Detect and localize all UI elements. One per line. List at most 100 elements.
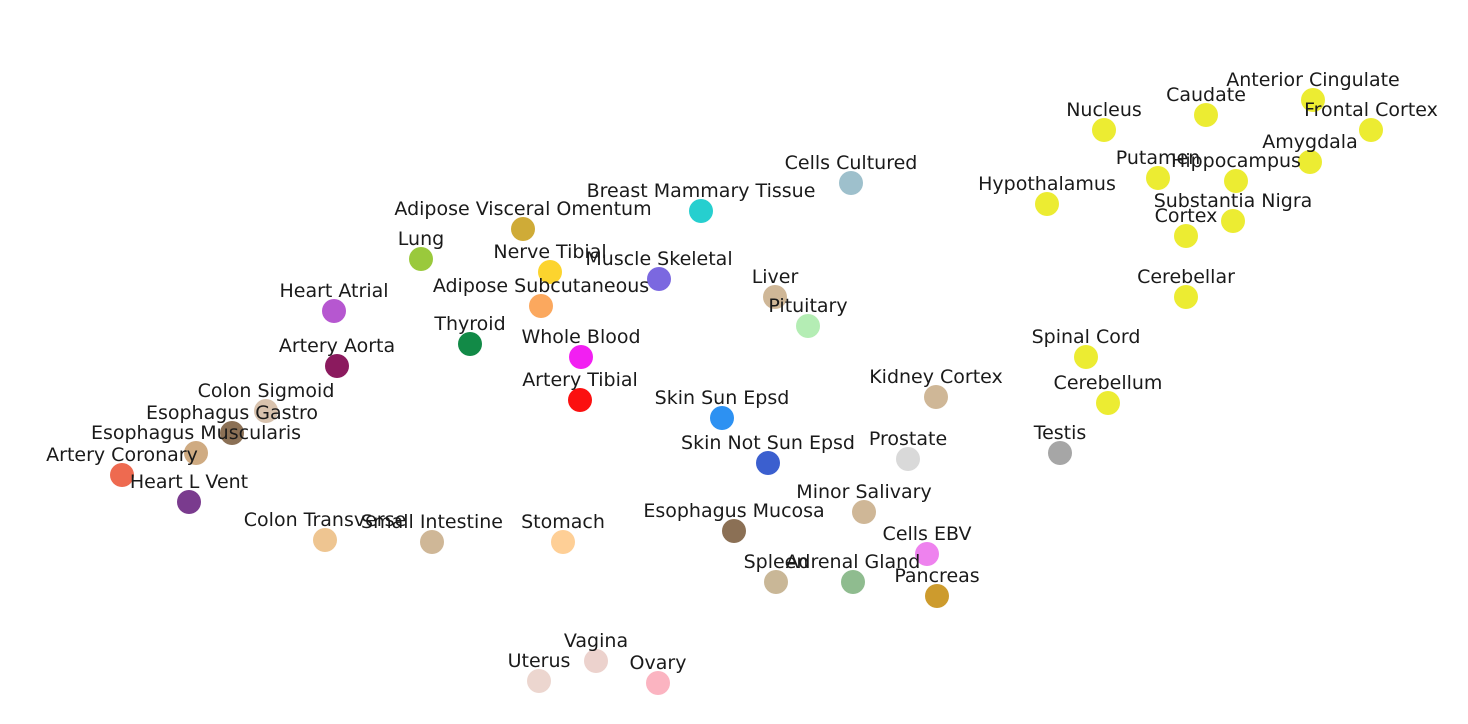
point-uterus — [527, 669, 551, 693]
point-heart-atrial — [322, 299, 346, 323]
point-pancreas — [925, 584, 949, 608]
label-testis: Testis — [1033, 422, 1087, 444]
label-hypothalamus: Hypothalamus — [978, 173, 1116, 195]
label-minor-salivary: Minor Salivary — [796, 481, 931, 503]
label-substantia-nigra: Substantia Nigra — [1154, 190, 1313, 212]
label-whole-blood: Whole Blood — [521, 326, 640, 348]
scatter-points — [110, 88, 1383, 695]
label-artery-aorta: Artery Aorta — [279, 335, 395, 357]
label-adipose-visceral-omentum: Adipose Visceral Omentum — [394, 198, 651, 220]
label-pancreas: Pancreas — [894, 565, 979, 587]
scatter-labels: Anterior Cingulate Frontal Cortex Caudate N… — [46, 69, 1438, 674]
point-cerebellum — [1096, 391, 1120, 415]
point-amygdala — [1298, 150, 1322, 174]
point-skin-sun-epsd — [710, 406, 734, 430]
label-ovary: Ovary — [630, 652, 687, 674]
point-small-intestine — [420, 530, 444, 554]
point-spinal-cord — [1074, 345, 1098, 369]
label-muscle-skeletal: Muscle Skeletal — [585, 248, 732, 270]
point-esophagus-mucosa — [722, 519, 746, 543]
point-artery-tibial — [568, 388, 592, 412]
label-amygdala: Amygdala — [1262, 131, 1357, 153]
point-cortex — [1174, 224, 1198, 248]
point-cells-ebv — [915, 542, 939, 566]
point-esophagus-muscularis — [184, 441, 208, 465]
label-putamen: Putamen — [1116, 147, 1201, 169]
label-esophagus-mucosa: Esophagus Mucosa — [643, 500, 824, 522]
label-cells-cultured: Cells Cultured — [785, 152, 918, 174]
label-esophagus-muscularis: Esophagus Muscularis — [91, 422, 301, 444]
point-minor-salivary — [852, 500, 876, 524]
point-esophagus-gastro — [220, 421, 244, 445]
point-hypothalamus — [1035, 192, 1059, 216]
label-heart-l-vent: Heart L Vent — [130, 471, 248, 493]
label-uterus: Uterus — [508, 650, 571, 672]
point-nerve-tibial — [538, 260, 562, 284]
label-lung: Lung — [398, 228, 444, 250]
point-kidney-cortex — [924, 385, 948, 409]
label-cerebellar: Cerebellar — [1137, 266, 1235, 288]
point-adrenal-gland — [841, 570, 865, 594]
label-vagina: Vagina — [564, 630, 628, 652]
point-testis — [1048, 441, 1072, 465]
point-prostate — [896, 447, 920, 471]
label-thyroid: Thyroid — [433, 313, 505, 335]
label-skin-not-sun-epsd: Skin Not Sun Epsd — [681, 432, 855, 454]
point-anterior-cingulate — [1301, 88, 1325, 112]
point-thyroid — [458, 332, 482, 356]
label-breast-mammary-tissue: Breast Mammary Tissue — [587, 180, 816, 202]
point-hippocampus — [1224, 169, 1248, 193]
label-heart-atrial: Heart Atrial — [279, 280, 388, 302]
label-colon-transverse: Colon Transverse — [244, 509, 406, 531]
point-nucleus — [1092, 118, 1116, 142]
label-pituitary: Pituitary — [768, 295, 847, 317]
label-adrenal-gland: Adrenal Gland — [786, 551, 921, 573]
point-artery-aorta — [325, 354, 349, 378]
point-ovary — [646, 671, 670, 695]
point-pituitary — [796, 314, 820, 338]
point-adipose-subcutaneous — [529, 294, 553, 318]
point-putamen — [1146, 166, 1170, 190]
label-spleen: Spleen — [744, 551, 809, 573]
point-artery-coronary — [110, 463, 134, 487]
point-frontal-cortex — [1359, 118, 1383, 142]
point-adipose-visceral-omentum — [511, 217, 535, 241]
point-whole-blood — [569, 345, 593, 369]
label-nerve-tibial: Nerve Tibial — [493, 241, 606, 263]
label-cerebellum: Cerebellum — [1054, 372, 1163, 394]
label-artery-tibial: Artery Tibial — [522, 369, 638, 391]
point-stomach — [551, 530, 575, 554]
label-stomach: Stomach — [521, 511, 605, 533]
label-hippocampus: Hippocampus — [1171, 150, 1301, 172]
point-colon-sigmoid — [254, 399, 278, 423]
point-liver — [763, 285, 787, 309]
label-cells-ebv: Cells EBV — [883, 523, 972, 545]
label-spinal-cord: Spinal Cord — [1032, 326, 1141, 348]
point-breast-mammary-tissue — [689, 199, 713, 223]
point-colon-transverse — [313, 528, 337, 552]
label-colon-sigmoid: Colon Sigmoid — [198, 380, 335, 402]
point-skin-not-sun-epsd — [756, 451, 780, 475]
label-prostate: Prostate — [869, 428, 947, 450]
label-esophagus-gastro: Esophagus Gastro — [146, 402, 318, 424]
point-cerebellar — [1174, 285, 1198, 309]
label-frontal-cortex: Frontal Cortex — [1304, 99, 1438, 121]
point-muscle-skeletal — [647, 267, 671, 291]
point-substantia-nigra — [1221, 209, 1245, 233]
label-artery-coronary: Artery Coronary — [46, 444, 198, 466]
point-heart-l-vent — [177, 490, 201, 514]
label-skin-sun-epsd: Skin Sun Epsd — [655, 387, 790, 409]
label-kidney-cortex: Kidney Cortex — [869, 366, 1003, 388]
point-cells-cultured — [839, 171, 863, 195]
label-nucleus: Nucleus — [1066, 99, 1142, 121]
point-spleen — [764, 570, 788, 594]
point-lung — [409, 247, 433, 271]
label-small-intestine: Small Intestine — [361, 511, 503, 533]
label-adipose-subcutaneous: Adipose Subcutaneous — [433, 275, 649, 297]
label-cortex: Cortex — [1155, 205, 1218, 227]
label-anterior-cingulate: Anterior Cingulate — [1226, 69, 1400, 91]
label-liver: Liver — [752, 266, 799, 288]
point-vagina — [584, 649, 608, 673]
point-caudate — [1194, 103, 1218, 127]
